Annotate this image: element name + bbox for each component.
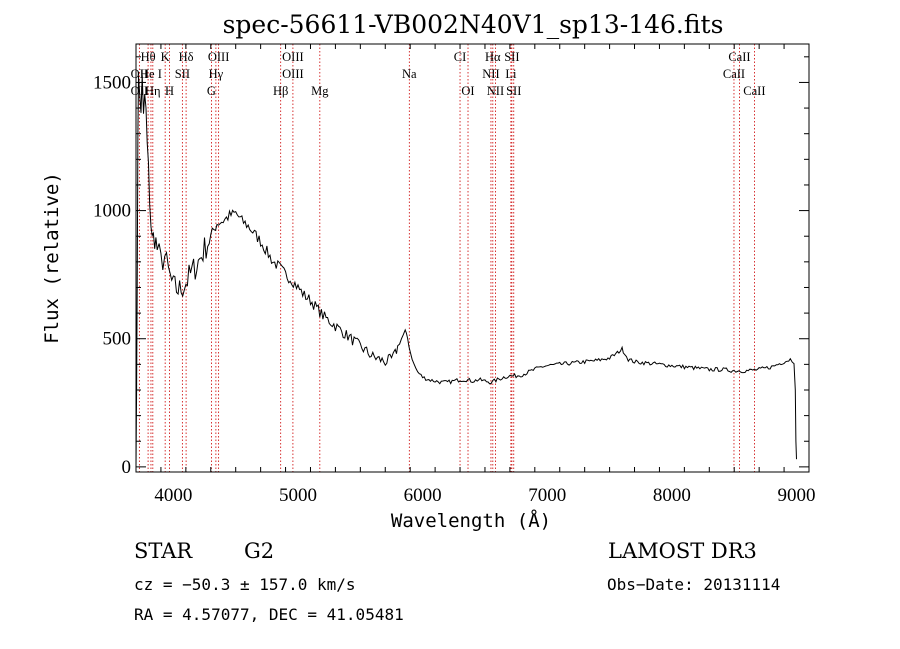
line-label: SII [175, 67, 190, 81]
line-label: Hγ [209, 67, 224, 81]
redshift-velocity: cz = −50.3 ± 157.0 km/s [134, 575, 356, 594]
coordinates: RA = 4.57077, DEC = 41.05481 [134, 605, 404, 624]
x-tick-label: 9000 [778, 485, 816, 506]
observation-date: Obs−Date: 20131114 [607, 575, 781, 594]
x-tick-label: 6000 [404, 485, 442, 506]
line-label: OIII [208, 50, 230, 64]
x-axis-label: Wavelength (Å) [391, 509, 551, 532]
line-label: G [207, 84, 216, 98]
line-label: NII [487, 84, 504, 98]
line-label: Na [402, 67, 417, 81]
x-tick-label: 4000 [154, 485, 192, 506]
line-label: Hβ [273, 84, 288, 98]
line-label: SII [504, 50, 519, 64]
survey-name: LAMOST DR3 [608, 539, 757, 563]
line-label: Li [505, 67, 517, 81]
line-label: H [165, 84, 174, 98]
line-label: OIII [282, 67, 304, 81]
y-tick-label: 0 [122, 457, 132, 478]
flux-series-line [135, 75, 797, 467]
object-subclass: G2 [244, 539, 275, 563]
y-axis-label: Flux (relative) [41, 172, 63, 344]
plot-frame [135, 43, 810, 473]
line-label: Mg [311, 84, 329, 98]
y-tick-label: 1000 [93, 201, 131, 222]
line-label: CI [454, 50, 467, 64]
y-axis: 0 500 1000 1500 [93, 56, 809, 478]
x-tick-label: 8000 [653, 485, 691, 506]
line-label: He I [140, 67, 162, 81]
line-markers [138, 44, 755, 472]
line-label: Hα [485, 50, 501, 64]
y-tick-label: 500 [103, 329, 132, 350]
line-label: OIII [282, 50, 304, 64]
line-label: Hη [145, 84, 161, 98]
line-label: OII [131, 67, 148, 81]
x-tick-label: 5000 [279, 485, 317, 506]
y-tick-label: 1500 [93, 72, 131, 93]
line-label: CaII [728, 50, 750, 64]
line-label: SII [506, 84, 521, 98]
object-class: STAR [134, 539, 193, 563]
chart-title: spec-56611-VB002N40V1_sp13-146.fits [223, 10, 724, 39]
line-label: Hθ [141, 50, 156, 64]
x-axis: 4000 5000 6000 7000 8000 9000 [135, 44, 816, 506]
line-label: Hδ [179, 50, 194, 64]
line-label: K [161, 50, 170, 64]
line-label: CaII [723, 67, 745, 81]
line-label: OI [461, 84, 474, 98]
x-tick-label: 7000 [528, 485, 566, 506]
line-label: NII [482, 67, 499, 81]
line-label: CaII [743, 84, 765, 98]
